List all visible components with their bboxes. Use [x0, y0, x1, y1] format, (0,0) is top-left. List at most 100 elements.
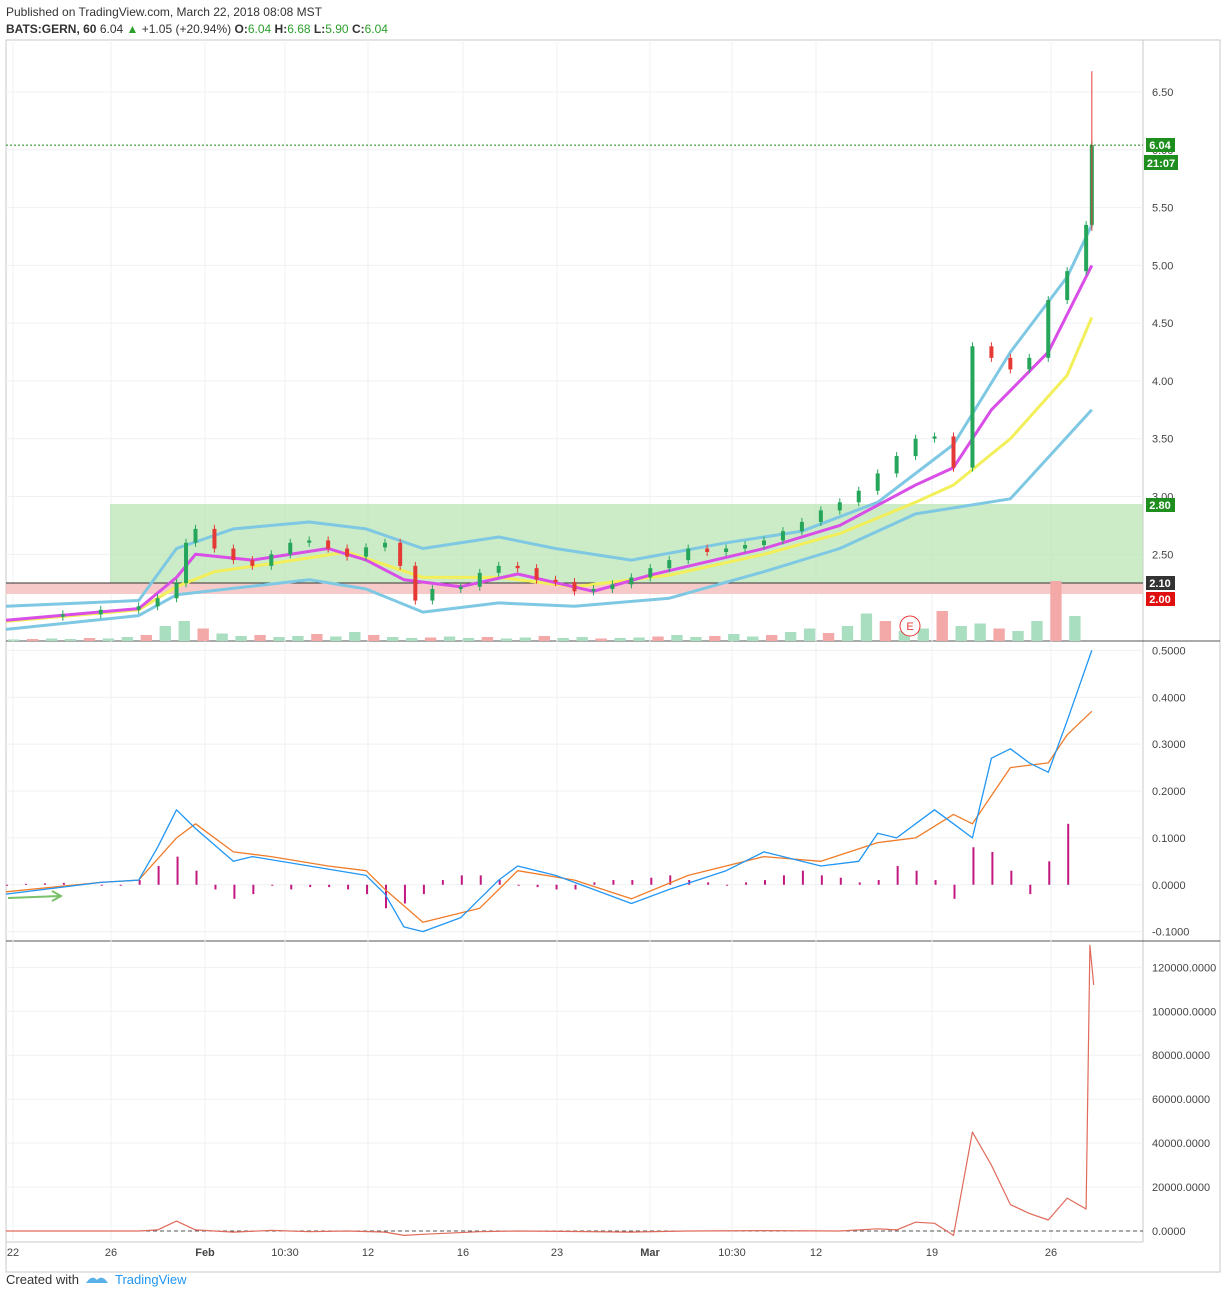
volume-bar	[235, 636, 247, 641]
macd-histogram-bar	[271, 884, 274, 886]
price-axis-tags: 6.04 21:07 2.80 2.10 2.00	[1144, 138, 1178, 606]
candle-body	[856, 490, 861, 503]
candle-body	[430, 588, 435, 601]
candle-body	[743, 545, 748, 549]
obv-line	[6, 944, 1095, 1237]
candle-body	[534, 568, 539, 580]
volume-bar	[766, 635, 778, 641]
volume-bar	[102, 638, 115, 641]
volume-bar	[500, 638, 513, 641]
volume-bar	[311, 634, 323, 641]
published-line: Published on TradingView.com, March 22, …	[6, 5, 322, 19]
countdown-tag-label: 21:07	[1147, 158, 1175, 170]
candle-body	[458, 586, 463, 589]
last-price-tag-label: 6.04	[1149, 140, 1171, 152]
open-label: O:	[234, 22, 248, 36]
volume-bar	[254, 635, 266, 641]
volume-bar	[1069, 616, 1081, 641]
macd-histogram-bar	[100, 884, 103, 886]
zone-bottom-tag	[1146, 592, 1175, 606]
time-axis: 22 26 Feb 10:30 12 16 23 Mar 10:30 12 19 26	[7, 1247, 1057, 1259]
macd-histogram-bar	[593, 882, 596, 885]
zone-mid-tag	[1146, 576, 1175, 590]
macd-tick-label: 0.1000	[1152, 833, 1186, 845]
macd-histogram-bar	[631, 880, 634, 885]
chart-frame	[5, 39, 1221, 1273]
macd-histogram-bar	[858, 882, 861, 885]
volume-bar	[557, 638, 569, 641]
obv-pane[interactable]	[6, 944, 1143, 1237]
macd-histogram-bar	[24, 883, 27, 885]
candle-body	[1065, 271, 1070, 301]
macd-axis: 0.5000 0.4000 0.3000 0.2000 0.1000 0.0000 -0.1…	[1152, 645, 1189, 938]
volume-bar	[159, 626, 171, 641]
price-pane[interactable]: E	[5, 71, 1143, 641]
macd-histogram-bar	[195, 870, 198, 885]
candle-body	[648, 568, 653, 578]
created-with-label: Created with	[6, 1272, 79, 1287]
volume-bar	[652, 636, 664, 641]
up-arrow-icon: ▲	[126, 22, 139, 36]
volume-bar	[955, 626, 967, 641]
volume-bar	[121, 637, 134, 641]
volume-bar	[633, 637, 645, 641]
obv-tick-label: 120000.0000	[1152, 962, 1216, 974]
candle-body	[269, 554, 274, 566]
macd-histogram-bar	[915, 870, 918, 885]
volume-bar	[387, 637, 399, 641]
macd-tick-label: -0.1000	[1152, 927, 1189, 939]
macd-histogram-bar	[650, 877, 653, 885]
price-change: +1.05 (+20.94%)	[141, 22, 232, 36]
time-tick-label: 26	[1045, 1247, 1057, 1259]
trend-arrow-line	[7, 895, 61, 899]
macd-histogram-bar	[176, 856, 179, 885]
lower-band-line	[5, 408, 1093, 631]
candle-body	[398, 542, 403, 566]
volume-bar	[216, 633, 228, 641]
earnings-marker-label: E	[906, 621, 913, 633]
macd-histogram-bar	[764, 880, 766, 885]
time-tick-label: 12	[810, 1247, 822, 1259]
candle-body	[837, 502, 842, 511]
macd-histogram-bar	[934, 880, 937, 885]
price-tick-label: 2.50	[1152, 549, 1173, 561]
candle-body	[762, 540, 766, 546]
time-tick-label: 22	[7, 1247, 19, 1259]
volume-bar	[784, 632, 797, 641]
candle-body	[345, 548, 350, 557]
macd-histogram-bar	[820, 875, 823, 885]
price-tick-label: 6.50	[1152, 87, 1173, 99]
volume-bar	[538, 636, 550, 641]
candle-body	[610, 584, 615, 589]
price-axis: 6.506.005.505.004.504.003.503.002.50	[1152, 87, 1173, 561]
volume-bar	[64, 639, 77, 641]
candle-body	[591, 588, 596, 592]
macd-histogram-bar	[726, 884, 729, 886]
candle-body	[970, 346, 975, 468]
obv-tick-label: 20000.0000	[1152, 1182, 1210, 1194]
candle-body	[1027, 357, 1032, 370]
brand-link[interactable]: TradingView	[114, 1272, 187, 1287]
price-tick-label: 4.00	[1152, 376, 1173, 388]
volume-bar	[178, 621, 190, 641]
macd-pane[interactable]	[5, 650, 1093, 933]
candle-body	[553, 579, 558, 583]
macd-histogram-bar	[6, 884, 8, 886]
volume-bar	[481, 637, 494, 641]
ohlc-line: BATS:GERN, 60 6.04 ▲ +1.05 (+20.94%) O:6…	[6, 21, 388, 38]
macd-histogram-bar	[669, 875, 672, 885]
volume-bar	[1050, 581, 1062, 641]
time-tick-label: 10:30	[271, 1247, 299, 1259]
zone-top-tag	[1146, 498, 1175, 512]
earnings-marker[interactable]: E	[899, 615, 921, 637]
macd-histogram-bar	[991, 851, 994, 885]
macd-histogram-bar	[441, 880, 444, 885]
macd-histogram-bar	[953, 884, 956, 899]
volume-bar	[690, 637, 702, 641]
volume-bar	[26, 639, 39, 641]
macd-histogram-bar	[422, 884, 425, 895]
macd-tick-label: 0.0000	[1152, 880, 1186, 892]
macd-histogram-bar	[745, 882, 748, 885]
candle-body	[1008, 357, 1013, 370]
